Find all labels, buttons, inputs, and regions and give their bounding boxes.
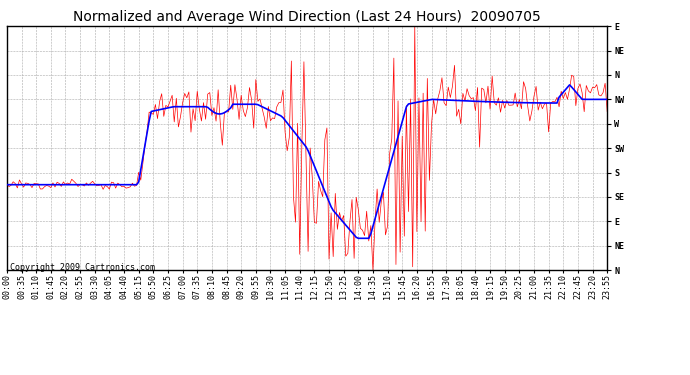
Title: Normalized and Average Wind Direction (Last 24 Hours)  20090705: Normalized and Average Wind Direction (L…	[73, 10, 541, 24]
Text: Copyright 2009 Cartronics.com: Copyright 2009 Cartronics.com	[10, 262, 155, 272]
